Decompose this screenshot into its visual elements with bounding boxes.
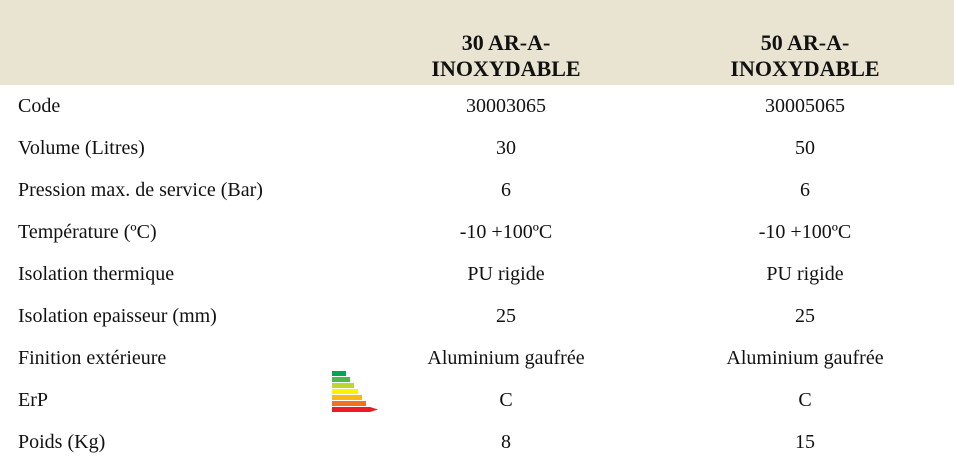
cell: 6 <box>501 178 511 201</box>
cell: PU rigide <box>766 262 844 285</box>
table-row: Finition extérieure Aluminium gaufrée Alum… <box>0 337 954 379</box>
table-row: Température (ºC) -10 +100ºC -10 +100ºC <box>0 211 954 253</box>
cell: 50 <box>795 136 815 159</box>
row-label: Isolation epaisseur (mm) <box>18 304 217 327</box>
cell: Aluminium gaufrée <box>726 346 884 369</box>
page: 30 AR-A-INOXYDABLE 50 AR-A-INOXYDABLE Co… <box>0 0 954 453</box>
table-row: Code 30003065 30005065 <box>0 85 954 127</box>
row-label: Température (ºC) <box>18 220 157 243</box>
cell: 30003065 <box>466 94 546 117</box>
row-label: Finition extérieure <box>18 346 167 369</box>
cell: 30 <box>496 136 516 159</box>
cell: Aluminium gaufrée <box>427 346 585 369</box>
table-row: ErP C C <box>0 379 954 421</box>
cell: C <box>798 388 812 411</box>
row-label: ErP <box>18 388 48 411</box>
table-row: Pression max. de service (Bar) 6 6 <box>0 169 954 211</box>
cell: -10 +100ºC <box>459 220 553 243</box>
table-row: Isolation thermique PU rigide PU rigide <box>0 253 954 295</box>
cell: C <box>499 388 513 411</box>
table-body: Code 30003065 30005065 Volume (Litres) 30 50 P… <box>0 85 954 463</box>
cell: 8 <box>501 430 511 453</box>
row-label: Isolation thermique <box>18 262 175 285</box>
column-title: 30 AR-A-INOXYDABLE <box>431 30 581 81</box>
row-label: Volume (Litres) <box>18 136 145 159</box>
header-cell <box>0 0 356 85</box>
table-row: Volume (Litres) 30 50 <box>0 127 954 169</box>
cell: 15 <box>795 430 815 453</box>
cell: 25 <box>795 304 815 327</box>
row-label: Poids (Kg) <box>18 430 106 453</box>
energy-label-icon <box>332 371 378 412</box>
header-cell: 30 AR-A-INOXYDABLE <box>356 0 656 85</box>
table-row: Isolation epaisseur (mm) 25 25 <box>0 295 954 337</box>
column-title: 50 AR-A-INOXYDABLE <box>730 30 880 81</box>
cell: 6 <box>800 178 810 201</box>
table-row: Poids (Kg) 8 15 <box>0 421 954 463</box>
row-label: Pression max. de service (Bar) <box>18 178 263 201</box>
cell: PU rigide <box>467 262 545 285</box>
header-row: 30 AR-A-INOXYDABLE 50 AR-A-INOXYDABLE <box>0 0 954 85</box>
cell: 25 <box>496 304 516 327</box>
cell: 30005065 <box>765 94 845 117</box>
cell: -10 +100ºC <box>758 220 852 243</box>
header-cell: 50 AR-A-INOXYDABLE <box>656 0 954 85</box>
row-label: Code <box>18 94 61 117</box>
